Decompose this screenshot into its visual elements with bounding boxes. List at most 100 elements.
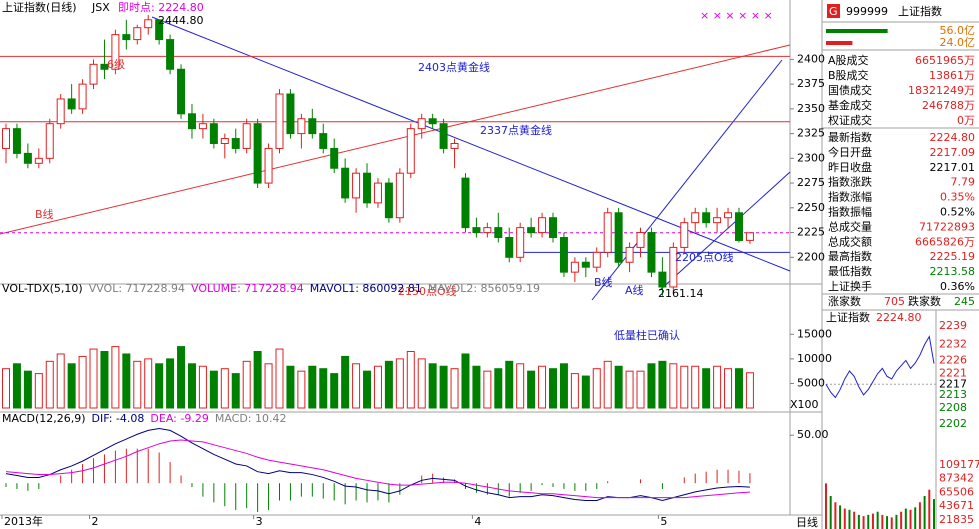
quote-label: 最新指数 (828, 130, 872, 144)
y-tick-label: 2208 (939, 401, 967, 414)
candle-body (461, 177, 470, 229)
intraday-price-line (825, 335, 935, 399)
volume-bar (308, 365, 317, 409)
volume-bar (647, 363, 656, 409)
quote-value: 0.35% (940, 191, 975, 204)
volume-bar (570, 373, 579, 409)
candle-body (549, 217, 557, 239)
candle-body (67, 98, 76, 110)
intraday-last: 2224.80 (876, 311, 922, 324)
flag-box (827, 4, 840, 18)
quote-label: 权证成交 (828, 113, 872, 127)
quote-label: 昨日收盘 (828, 160, 872, 174)
annotation: 低量柱已确认 (614, 328, 680, 342)
candle-body (439, 123, 448, 149)
indicator-header: MAVOL2: 856059.19 (428, 282, 540, 295)
indicator-header: MACD(12,26,9) (2, 412, 86, 425)
quote-value: 0万 (957, 114, 975, 127)
volume-bar (242, 360, 251, 409)
y-tick-label: 5000 (797, 376, 825, 389)
volume-bar (363, 370, 372, 409)
volume-bar (625, 370, 634, 409)
indicator-header: DIF: -4.08 (92, 412, 145, 425)
volume-bar (198, 365, 207, 409)
volume-bar (450, 368, 459, 409)
volume-bar (505, 360, 514, 409)
volume-bar (111, 346, 120, 409)
breadth-value: 245 (954, 295, 975, 308)
volume-bar (297, 370, 306, 409)
candle-body (745, 232, 754, 241)
volume-bar (155, 363, 164, 409)
candle-body (166, 39, 175, 70)
quote-label: 指数涨幅 (828, 190, 872, 204)
x-tick-label: 2 (92, 515, 99, 528)
candle-body (100, 63, 109, 70)
volume-bar (724, 368, 733, 409)
annotation: 2150点O线 (398, 284, 457, 298)
candle-body (592, 251, 601, 268)
candle-body (352, 172, 361, 199)
candle-body (395, 172, 404, 219)
quote-value: 2217.09 (930, 146, 976, 159)
y-tick-label: 2375 (797, 77, 825, 90)
candle-body (12, 128, 21, 154)
volume-bar (439, 365, 448, 409)
quote-value: 2225.19 (930, 250, 976, 263)
volume-bar (395, 358, 404, 409)
volume-bar (352, 363, 361, 409)
candle-body (483, 227, 492, 234)
volume-bar (592, 368, 601, 409)
chart-code: JSX (91, 1, 110, 14)
quote-label: 最低指数 (828, 264, 872, 278)
y-tick-label: 21835 (939, 513, 974, 526)
y-tick-label: 43671 (939, 499, 974, 512)
quote-value: 18321249万 (908, 84, 975, 97)
candle-body (384, 182, 393, 219)
y-tick-label: 10000 (797, 352, 832, 365)
candle-body (2, 128, 10, 149)
candle-body (373, 182, 382, 204)
y-tick-label: 2200 (797, 250, 825, 263)
quote-label: 上证换手 (828, 279, 872, 293)
candle-body (614, 212, 623, 263)
period-tab[interactable]: 日线 (796, 515, 818, 529)
annotation: B线 (35, 207, 54, 221)
y-tick-label: 2275 (797, 176, 825, 189)
quote-value: 7.79 (951, 176, 976, 189)
volume-bar (702, 368, 711, 409)
volume-bar (45, 360, 54, 409)
candle-body (658, 271, 667, 288)
breadth-label: 涨家数 (828, 294, 861, 308)
volume-bar (428, 363, 437, 409)
amount-label: 24.0亿 (940, 36, 976, 49)
trend-line (591, 59, 783, 301)
volume-bar (384, 360, 393, 409)
volume-bar (319, 368, 328, 409)
candle-body (198, 123, 207, 130)
volume-bar (745, 372, 754, 409)
candle-body (144, 19, 153, 29)
x-tick-label: 4 (474, 515, 481, 528)
realtime-price: 即时点: 2224.80 (118, 1, 204, 14)
y-tick-label: 2221 (939, 367, 967, 380)
quote-value: 2217.01 (930, 161, 976, 174)
volume-bar (122, 353, 131, 409)
candle-body (133, 27, 142, 41)
volume-bar (220, 368, 229, 409)
quote-value: 71722893 (919, 220, 975, 233)
quote-value: 6651965万 (915, 54, 975, 67)
y-tick-label: 109177 (939, 458, 979, 471)
unit-label: X100 (790, 398, 819, 411)
quote-value: 2224.80 (930, 131, 976, 144)
volume-bar (406, 351, 415, 409)
volume-bar (734, 368, 743, 409)
candle-body (625, 246, 634, 263)
candle-body (264, 147, 273, 184)
y-tick-label: 2225 (797, 226, 825, 239)
quote-label: B股成交 (828, 68, 869, 82)
candle-body (472, 227, 481, 234)
volume-bar (144, 358, 153, 409)
trend-line (659, 171, 791, 291)
volume-bar (680, 365, 689, 409)
